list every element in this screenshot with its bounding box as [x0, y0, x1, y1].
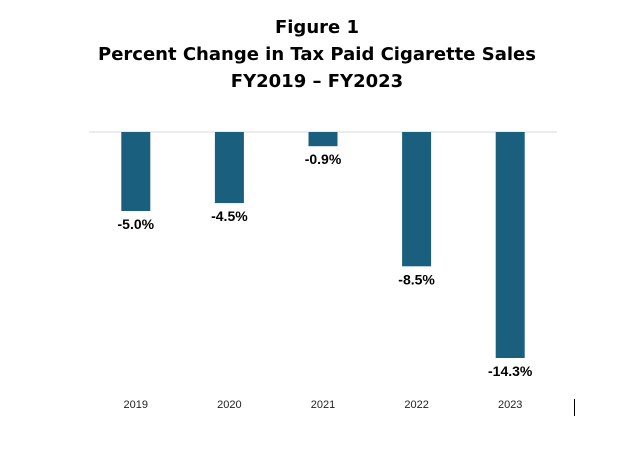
data-label-2022: -8.5%: [398, 271, 435, 287]
chart-title: Percent Change in Tax Paid Cigarette Sal…: [98, 44, 536, 65]
data-label-2023: -14.3%: [488, 363, 533, 379]
bar-2019: [121, 132, 151, 211]
x-tick-label-2022: 2022: [404, 399, 428, 411]
bar-2022: [402, 132, 432, 267]
data-label-2021: -0.9%: [305, 151, 342, 167]
bar-2023: [495, 132, 525, 358]
data-label-2020: -4.5%: [211, 208, 248, 224]
bar-2021: [308, 132, 338, 147]
x-tick-label-2019: 2019: [124, 399, 148, 411]
x-tick-label-2020: 2020: [217, 399, 241, 411]
bar-2020: [214, 132, 244, 204]
figure-label: Figure 1: [274, 17, 360, 38]
data-label-2019: -5.0%: [118, 216, 155, 232]
text-cursor: [574, 399, 575, 416]
chart-subtitle: FY2019 – FY2023: [230, 71, 404, 92]
x-tick-label-2021: 2021: [311, 399, 335, 411]
x-tick-label-2023: 2023: [498, 399, 522, 411]
chart-titles: Figure 1 Percent Change in Tax Paid Ciga…: [0, 14, 634, 95]
